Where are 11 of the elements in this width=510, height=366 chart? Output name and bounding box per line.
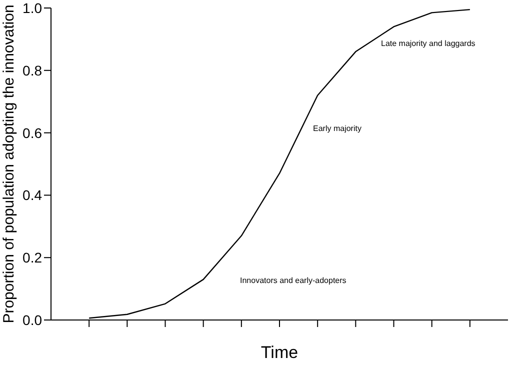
y-tick-label: 1.0	[22, 0, 42, 16]
y-tick-label: 0.8	[22, 62, 42, 78]
annotation: Late majority and laggards	[381, 39, 476, 48]
x-axis-title: Time	[260, 343, 298, 362]
y-tick-label: 0.4	[22, 187, 42, 204]
y-tick-label: 0.6	[22, 124, 42, 141]
y-axis-title: Proportion of population adopting the innovation	[0, 4, 18, 324]
annotation: Innovators and early-adopters	[240, 276, 346, 285]
y-tick-label: 0.0	[22, 312, 42, 328]
annotation: Early majority	[313, 124, 362, 133]
y-tick-label: 0.2	[22, 250, 42, 266]
